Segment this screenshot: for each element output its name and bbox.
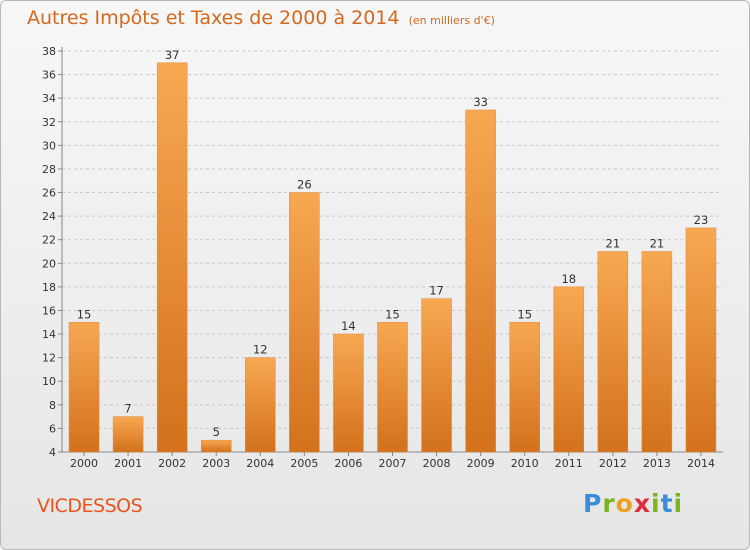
data-label-2014: 23 [694, 213, 709, 227]
logo-letter: r [602, 489, 616, 518]
bar-2006 [333, 333, 364, 453]
y-tick-label: 36 [42, 69, 56, 82]
y-tick-label: 32 [42, 116, 56, 129]
y-tick-label: 24 [42, 210, 56, 223]
logo-letter: P [583, 489, 603, 518]
x-tick-label: 2011 [555, 457, 583, 470]
y-tick-label: 30 [42, 139, 56, 152]
bar-2014 [685, 227, 717, 453]
data-label-2002: 37 [165, 48, 180, 62]
bar-2003 [200, 439, 232, 453]
data-label-2005: 26 [297, 178, 312, 192]
x-tick-label: 2012 [599, 457, 627, 470]
chart-title-main: Autres Impôts et Taxes de 2000 à 2014 [27, 7, 400, 29]
x-tick-label: 2001 [114, 457, 142, 470]
x-tick-label: 2002 [158, 457, 186, 470]
bar-2012 [597, 251, 629, 453]
data-label-2011: 18 [561, 272, 576, 286]
x-tick-label: 2007 [379, 457, 407, 470]
bar-2009 [465, 109, 496, 453]
x-tick-label: 2005 [290, 457, 318, 470]
y-tick-label: 8 [49, 399, 56, 412]
bar-2013 [641, 251, 673, 453]
y-tick-label: 4 [49, 446, 56, 459]
data-label-2008: 17 [429, 284, 444, 298]
data-label-2000: 15 [77, 307, 92, 321]
bars [68, 62, 717, 453]
y-tick-label: 20 [42, 257, 56, 270]
y-tick-labels: 4 6 8 10 12 14 16 18 20 22 24 26 28 30 32 34 36 38 [42, 45, 56, 459]
x-tick-label: 2000 [70, 457, 98, 470]
data-label-2013: 21 [650, 237, 665, 251]
bar-2010 [509, 322, 540, 453]
data-label-2010: 15 [517, 307, 532, 321]
x-tick-label: 2013 [643, 457, 671, 470]
bar-2005 [289, 192, 320, 453]
x-tick-label: 2010 [511, 457, 539, 470]
bar-2011 [553, 286, 585, 453]
bar-2001 [112, 416, 144, 453]
bar-2004 [245, 357, 276, 453]
y-tick-label: 16 [42, 304, 56, 317]
chart-title: Autres Impôts et Taxes de 2000 à 2014 (e… [27, 7, 495, 29]
x-tick-label: 2003 [202, 457, 230, 470]
bar-2007 [377, 322, 408, 453]
data-label-2007: 15 [385, 307, 400, 321]
logo-letter: t [660, 489, 674, 518]
y-tick-label: 28 [42, 163, 56, 176]
logo-letter: o [615, 489, 634, 518]
y-tick-label: 6 [49, 422, 56, 435]
x-tick-labels: 2000 2001 2002 2003 2004 2005 2006 2007 2008 2009… [70, 457, 715, 470]
x-tick-label: 2014 [687, 457, 715, 470]
proxiti-logo: Proxiti [583, 489, 683, 518]
logo-letter: x [633, 489, 651, 518]
y-tick-label: 22 [42, 234, 56, 247]
bar-2000 [68, 322, 100, 453]
data-label-2006: 14 [341, 319, 356, 333]
chart-title-unit: (en milliers d'€) [408, 14, 495, 27]
y-tick-label: 26 [42, 187, 56, 200]
data-label-2001: 7 [124, 402, 131, 416]
y-tick-label: 10 [42, 375, 56, 388]
x-tick-label: 2009 [467, 457, 495, 470]
x-tick-label: 2004 [246, 457, 274, 470]
y-tick-label: 38 [42, 45, 56, 58]
y-tick-label: 12 [42, 352, 56, 365]
data-label-2004: 12 [253, 343, 268, 357]
x-tick-label: 2008 [423, 457, 451, 470]
y-tick-label: 34 [42, 92, 56, 105]
bar-2008 [421, 298, 452, 453]
y-tick-label: 14 [42, 328, 56, 341]
bar-2002 [156, 62, 188, 453]
data-label-2003: 5 [213, 425, 220, 439]
commune-name: VICDESSOS [37, 495, 143, 517]
data-label-2009: 33 [473, 95, 488, 109]
logo-letter: i [651, 489, 661, 518]
logo-letter: i [673, 489, 684, 518]
data-label-2012: 21 [606, 237, 621, 251]
y-tick-label: 18 [42, 281, 56, 294]
x-tick-label: 2006 [334, 457, 362, 470]
data-labels: 15 7 37 5 12 26 14 15 17 33 15 18 21 21 23 [77, 48, 709, 439]
